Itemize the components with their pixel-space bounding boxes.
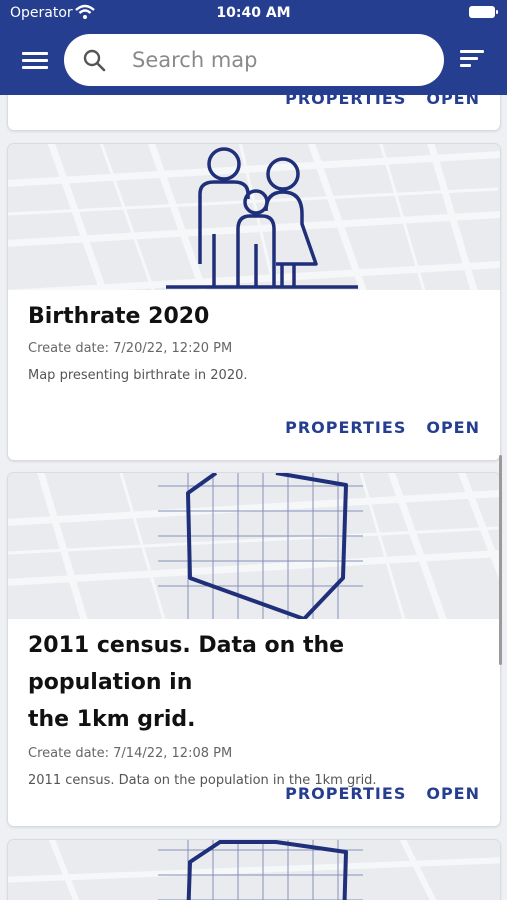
- map-thumbnail: [8, 473, 500, 619]
- search-icon: [83, 49, 106, 72]
- grid-polygon-icon: [158, 473, 363, 619]
- carrier-label: Operator: [10, 5, 73, 21]
- search-bar[interactable]: [64, 34, 444, 86]
- grid-polygon-icon: [158, 840, 363, 900]
- card-actions: PROPERTIES OPEN: [265, 784, 480, 803]
- status-bar: Operator 10:40 AM: [0, 0, 507, 28]
- card-create-date: Create date: 7/14/22, 12:08 PM: [28, 746, 233, 761]
- map-card: 2011 census. Data on the population in t…: [8, 473, 500, 826]
- map-thumbnail: [8, 144, 500, 290]
- app-header: Operator 10:40 AM: [0, 0, 507, 95]
- family-icon: [166, 147, 358, 289]
- card-actions: PROPERTIES OPEN: [265, 418, 480, 437]
- card-title: Birthrate 2020: [28, 304, 210, 329]
- wifi-icon: [75, 4, 95, 19]
- map-card: [8, 840, 500, 900]
- battery-icon: [469, 6, 498, 18]
- card-description: Map presenting birthrate in 2020.: [28, 368, 248, 383]
- map-card: Birthrate 2020 Create date: 7/20/22, 12:…: [8, 144, 500, 460]
- properties-button[interactable]: PROPERTIES: [285, 418, 407, 437]
- map-background: [8, 840, 500, 900]
- menu-icon[interactable]: [22, 52, 48, 70]
- search-input[interactable]: [132, 46, 422, 74]
- card-create-date: Create date: 7/20/22, 12:20 PM: [28, 341, 233, 356]
- scrollbar[interactable]: [499, 455, 502, 665]
- card-description: 2011 census. Data on the population in t…: [28, 773, 377, 788]
- map-background: [8, 473, 500, 619]
- open-button[interactable]: OPEN: [426, 784, 480, 803]
- map-thumbnail: [8, 840, 500, 900]
- properties-button[interactable]: PROPERTIES: [285, 784, 407, 803]
- card-title-line1: 2011 census. Data on the population in: [28, 633, 345, 695]
- card-title: 2011 census. Data on the population in t…: [8, 627, 500, 738]
- card-title-line2: the 1km grid.: [28, 707, 196, 732]
- clock: 10:40 AM: [216, 5, 291, 21]
- sort-icon[interactable]: [460, 50, 486, 70]
- open-button[interactable]: OPEN: [426, 418, 480, 437]
